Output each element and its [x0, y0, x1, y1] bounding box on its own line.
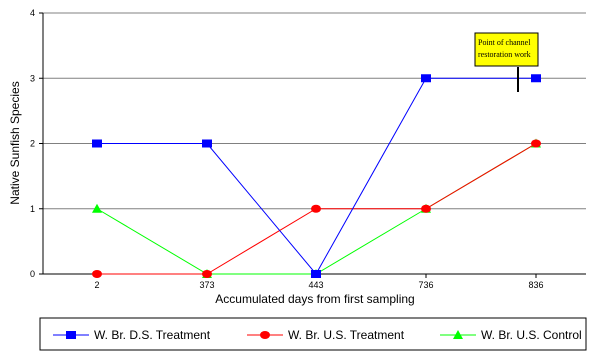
legend-label-1: W. Br. D.S. Treatment — [94, 328, 211, 342]
x-axis-title: Accumulated days from first sampling — [215, 292, 414, 306]
y-ticks: 0 1 2 3 4 — [30, 8, 43, 279]
y-tick-label-4: 4 — [30, 8, 35, 18]
x-tick-label-443: 443 — [308, 280, 323, 290]
x-tick-label-836: 836 — [528, 280, 543, 290]
series-2-point-443 — [311, 204, 321, 213]
legend-marker-1 — [66, 331, 76, 339]
x-tick-label-736: 736 — [418, 280, 433, 290]
series-3-point-2 — [92, 203, 102, 213]
plot-area: 0 1 2 3 4 2 373 443 736 836 Point of channel res… — [30, 8, 586, 290]
annotation-line-1: Point of channel — [478, 38, 531, 47]
annotation-line-2: restoration work — [478, 50, 531, 59]
legend-box — [39, 317, 587, 351]
legend-label-2: W. Br. U.S. Treatment — [288, 328, 405, 342]
series-2 — [92, 139, 541, 278]
annotation-box — [474, 32, 539, 67]
legend-marker-3 — [453, 330, 463, 339]
y-tick-label-3: 3 — [30, 73, 35, 83]
series-2-point-373 — [202, 270, 212, 278]
legend: W. Br. D.S. Treatment W. Br. U.S. Treatme… — [39, 317, 587, 351]
legend-marker-2 — [260, 331, 270, 339]
legend-item-1: W. Br. D.S. Treatment — [53, 328, 211, 342]
series-1-line — [97, 77, 536, 275]
series-1-point-2 — [92, 139, 102, 148]
series-1-point-443 — [311, 270, 321, 278]
y-axis-title: Native Sunfish Species — [8, 81, 22, 204]
series-1-point-736 — [421, 74, 431, 83]
x-tick-label-373: 373 — [199, 280, 214, 290]
legend-item-2: W. Br. U.S. Treatment — [247, 328, 405, 342]
y-tick-label-1: 1 — [30, 204, 35, 214]
series-2-point-2 — [92, 270, 102, 278]
series-1-point-836 — [531, 74, 541, 83]
y-tick-label-0: 0 — [30, 269, 35, 279]
series-2-point-736 — [421, 204, 431, 213]
legend-items: W. Br. D.S. Treatment W. Br. U.S. Treatme… — [53, 328, 582, 342]
legend-item-3: W. Br. U.S. Control — [440, 328, 582, 342]
x-tick-label-2: 2 — [94, 280, 99, 290]
series-1 — [92, 74, 541, 278]
series-2-point-836 — [531, 139, 541, 148]
series-layer — [92, 74, 541, 278]
y-tick-label-2: 2 — [30, 139, 35, 149]
legend-label-3: W. Br. U.S. Control — [481, 328, 582, 342]
annotation: Point of channel restoration work — [474, 32, 539, 92]
series-1-point-373 — [202, 139, 212, 148]
